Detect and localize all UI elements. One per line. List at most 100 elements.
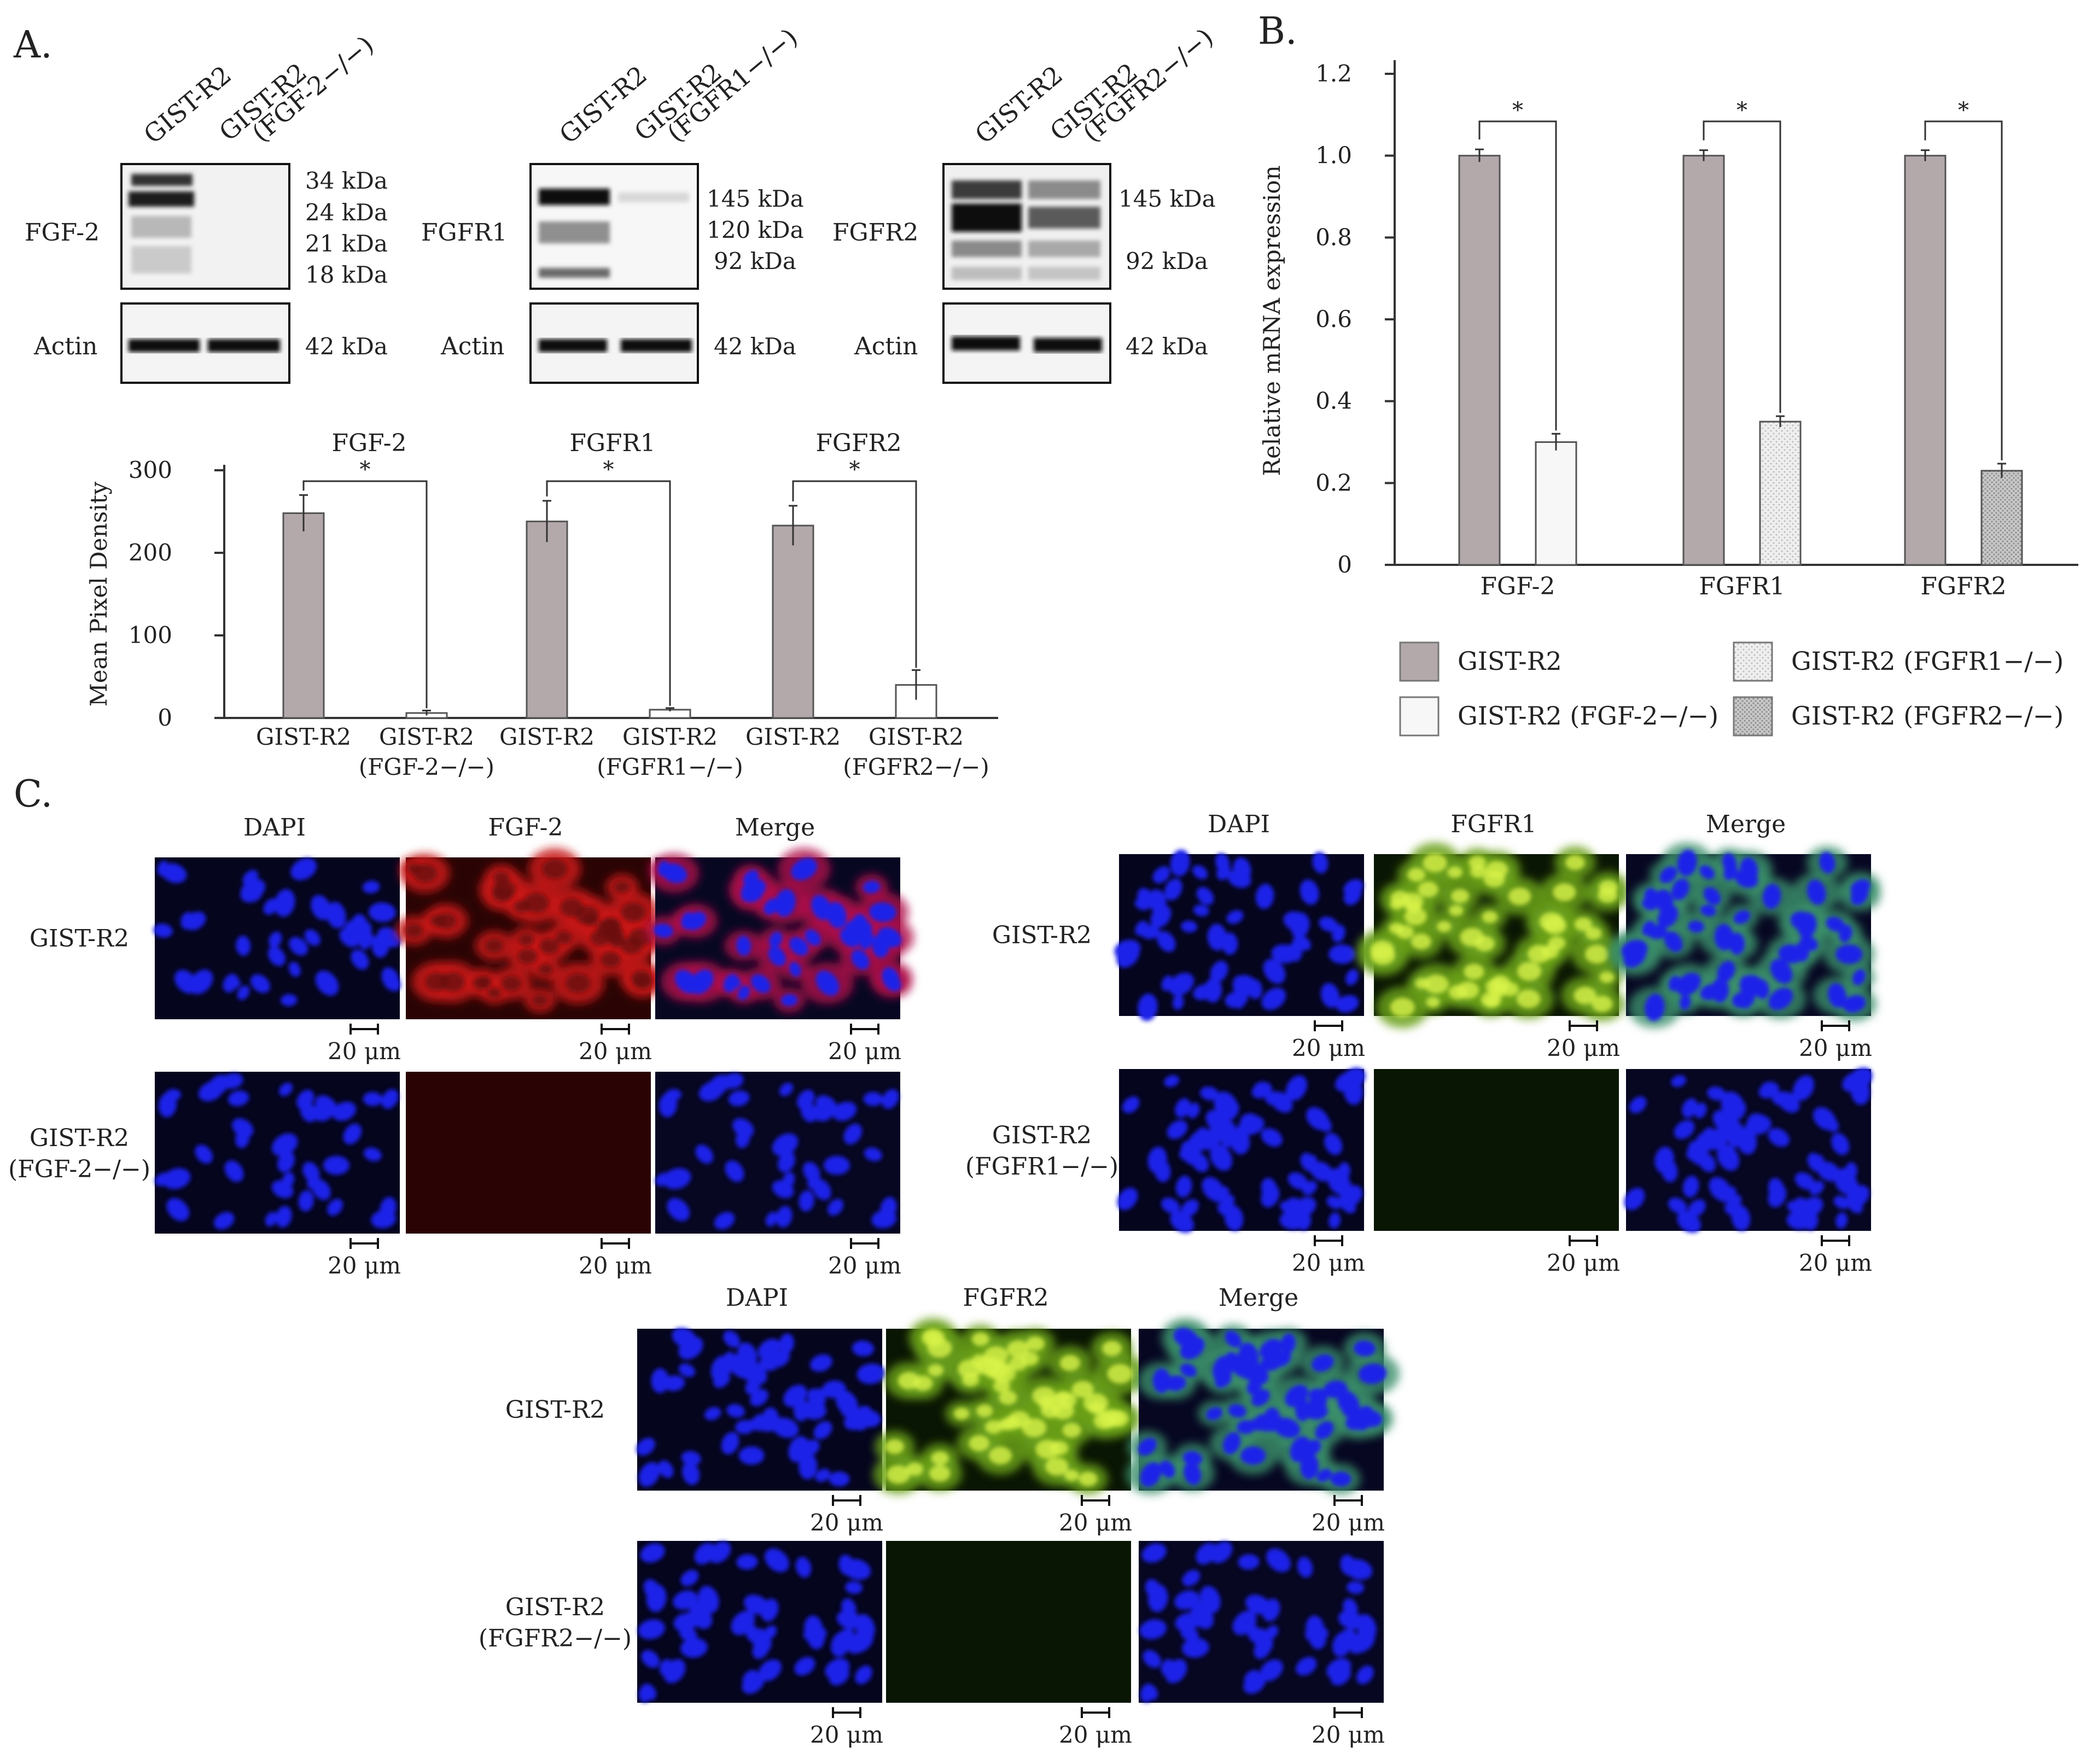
nucleus <box>1688 1199 1706 1217</box>
cells <box>1126 1318 1400 1495</box>
x-tick-label-sub: (FGFR1−/−) <box>597 754 743 780</box>
nucleus <box>290 858 317 880</box>
row-label: GIST-R2 <box>992 921 1092 949</box>
micrograph <box>655 1072 900 1234</box>
bar <box>772 524 814 719</box>
nucleus <box>829 1471 850 1487</box>
nucleus <box>162 1168 191 1189</box>
cells <box>1609 843 1881 1028</box>
nucleus <box>1170 1211 1194 1233</box>
nucleus <box>311 895 331 920</box>
nucleus <box>758 1659 782 1681</box>
nucleus <box>1813 1107 1836 1130</box>
nucleus <box>1302 1181 1318 1195</box>
x-tick-label: GIST-R2 <box>256 723 351 750</box>
stain-core-blob <box>1527 944 1551 963</box>
nucleus <box>772 1180 794 1199</box>
nucleus <box>813 1421 832 1440</box>
stain-core-blob <box>1424 974 1449 994</box>
nucleus <box>1738 994 1751 1009</box>
nucleus <box>1671 878 1689 901</box>
nucleus <box>666 1089 682 1101</box>
nucleus <box>1668 1198 1687 1214</box>
significance-star: * <box>849 457 860 482</box>
nucleus <box>823 1155 850 1175</box>
nucleus <box>843 1123 863 1144</box>
nucleus <box>1244 1669 1260 1685</box>
nucleus <box>1145 1579 1162 1599</box>
nucleus <box>641 1650 660 1668</box>
nucleus <box>1353 1340 1376 1357</box>
panel-c-label: C. <box>14 773 53 816</box>
marker-120: 120 kDa <box>707 217 804 243</box>
marker-145: 145 kDa <box>707 185 804 212</box>
stain-core-blob <box>1390 997 1415 1017</box>
nucleus <box>343 1123 362 1144</box>
nucleus <box>736 936 751 956</box>
nucleus <box>279 1082 293 1096</box>
nucleus <box>1116 943 1140 968</box>
nucleus <box>1709 1177 1732 1201</box>
protein-label: FGFR1 <box>421 219 507 247</box>
nucleus <box>1280 1333 1296 1354</box>
nucleus <box>1316 1468 1332 1482</box>
marker-92: 92 kDa <box>714 248 796 274</box>
nucleus <box>805 929 821 946</box>
nucleus <box>228 1090 249 1106</box>
nucleus <box>1261 1128 1283 1147</box>
nucleus <box>362 880 380 893</box>
stain-core-blob <box>928 1364 944 1377</box>
stain-core <box>405 859 652 1006</box>
nucleus <box>781 994 798 1006</box>
nucleus <box>1226 910 1244 924</box>
nucleus <box>779 1333 794 1354</box>
nucleus <box>1332 1631 1353 1657</box>
protein-label: FGF-2 <box>25 219 100 247</box>
nucleus <box>743 1594 769 1615</box>
scale-label: 20 μm <box>579 1038 652 1065</box>
nucleus <box>789 961 801 977</box>
nucleus <box>1175 1176 1192 1198</box>
y-tick-label: 0.4 <box>1315 388 1352 414</box>
nucleus <box>1164 1075 1180 1087</box>
nucleus <box>1852 969 1866 985</box>
nucleus <box>363 1091 383 1106</box>
stain-core-blob <box>542 859 568 879</box>
nucleus <box>1728 932 1745 955</box>
nuclei <box>655 1073 899 1230</box>
stain-core-blob <box>984 1420 1003 1434</box>
nucleus <box>1699 865 1715 879</box>
nucleus <box>1296 1657 1317 1676</box>
nucleus <box>224 1160 244 1182</box>
stain-core-blob <box>555 931 572 944</box>
column-header: FGF-2 <box>488 814 563 842</box>
nucleus <box>1336 995 1359 1013</box>
nucleus <box>871 1210 897 1229</box>
nucleus <box>1790 911 1817 932</box>
nucleus <box>1180 1336 1205 1360</box>
nucleus <box>640 1543 665 1563</box>
row-label: GIST-R2 <box>505 1396 605 1424</box>
nucleus <box>772 1350 790 1368</box>
nucleus <box>680 1569 699 1586</box>
column-header: Merge <box>1219 1284 1298 1312</box>
nucleus <box>1728 1194 1742 1210</box>
stain-core-blob <box>1485 996 1499 1007</box>
nucleus <box>1138 994 1158 1021</box>
nucleus <box>1152 1368 1171 1393</box>
nucleus <box>815 971 840 996</box>
nucleus <box>1255 884 1274 909</box>
nucleus <box>250 974 270 993</box>
nucleus <box>271 1180 294 1199</box>
nucleus <box>1240 1446 1266 1465</box>
nucleus <box>222 1073 243 1089</box>
nucleus <box>267 946 285 966</box>
nucleus <box>678 1363 695 1377</box>
nucleus <box>828 1199 844 1216</box>
stain-core-blob <box>473 976 491 990</box>
nucleus <box>800 1439 820 1457</box>
significance-bracket <box>1478 120 1557 431</box>
nucleus <box>1827 983 1847 1008</box>
nucleus <box>680 1638 708 1658</box>
nucleus <box>1271 944 1298 963</box>
